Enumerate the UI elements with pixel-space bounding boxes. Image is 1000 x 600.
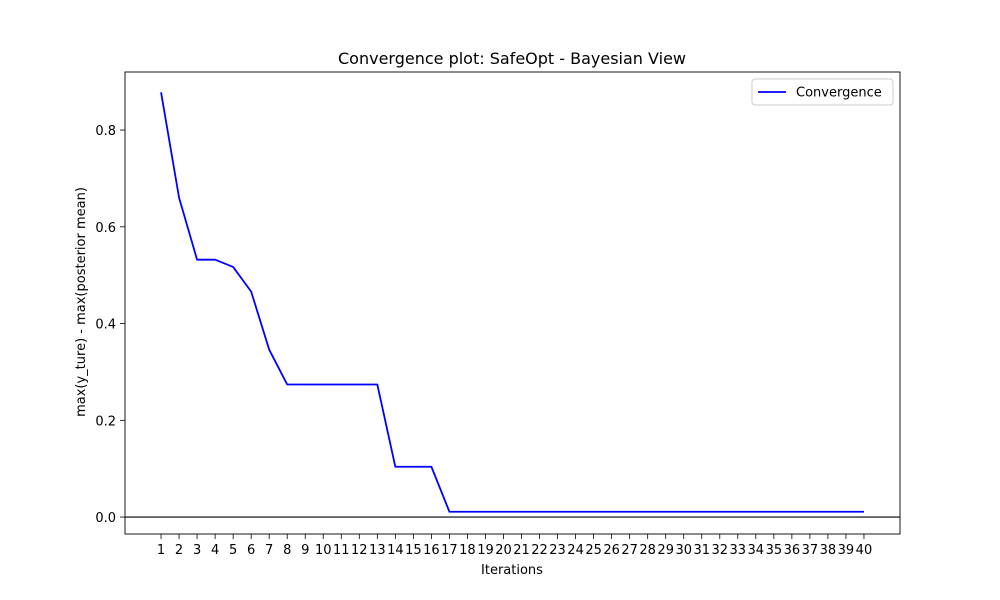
x-tick-label: 7 [265,543,273,558]
x-tick-label: 30 [675,543,692,558]
x-tick-label: 27 [621,543,638,558]
axes-frame [124,71,901,535]
y-tick-label: 0.6 [95,221,116,236]
x-tick-label: 4 [211,543,219,558]
x-tick-label: 2 [175,543,183,558]
x-tick-label: 9 [301,543,309,558]
legend: Convergence [751,78,894,106]
x-tick-label: 34 [748,543,765,558]
x-tick-label: 39 [838,543,855,558]
x-tick-label: 37 [802,543,819,558]
x-tick-label: 26 [603,543,620,558]
y-tick-label: 0.0 [95,511,116,526]
x-tick-label: 3 [193,543,201,558]
x-axis-label: Iterations [481,563,543,578]
x-tick-label: 40 [856,543,873,558]
x-axis-ticks: 1 2 3 4 5 6 7 8 9 10 11 12 13 14 15 16 17 18 19 20 21 22 23 24 2… [157,534,872,558]
legend-label: Convergence [796,86,882,101]
y-tick-label: 0.8 [95,124,116,139]
x-tick-label: 33 [730,543,747,558]
plot-area [124,71,901,535]
x-tick-label: 8 [283,543,291,558]
y-tick-label: 0.4 [95,318,116,333]
x-tick-label: 35 [766,543,783,558]
x-tick-label: 32 [711,543,728,558]
legend-box [751,78,894,106]
x-tick-label: 12 [351,543,368,558]
y-axis-label: max(y_ture) - max(posterior mean) [74,187,89,417]
x-tick-label: 16 [423,543,440,558]
chart-title: Convergence plot: SafeOpt - Bayesian Vie… [338,49,686,68]
x-tick-label: 31 [693,543,710,558]
x-tick-label: 17 [441,543,458,558]
x-tick-label: 15 [405,543,422,558]
x-tick-label: 25 [585,543,602,558]
x-tick-label: 5 [229,543,237,558]
x-tick-label: 1 [157,543,165,558]
x-tick-label: 6 [247,543,255,558]
convergence-series-line [160,92,864,513]
x-tick-label: 19 [477,543,494,558]
x-tick-label: 18 [459,543,476,558]
x-tick-label: 10 [315,543,332,558]
x-tick-label: 29 [657,543,674,558]
x-tick-label: 13 [369,543,386,558]
series-layer [125,92,900,518]
x-tick-label: 22 [531,543,548,558]
x-tick-label: 36 [784,543,801,558]
x-tick-label: 11 [333,543,350,558]
x-tick-label: 38 [820,543,837,558]
x-tick-label: 24 [567,543,584,558]
x-tick-label: 28 [639,543,656,558]
x-tick-label: 23 [549,543,566,558]
y-axis-ticks: 0.0 0.2 0.4 0.6 0.8 [95,124,125,526]
x-tick-label: 21 [513,543,530,558]
x-tick-label: 14 [387,543,404,558]
y-tick-label: 0.2 [95,414,116,429]
x-tick-label: 20 [495,543,512,558]
